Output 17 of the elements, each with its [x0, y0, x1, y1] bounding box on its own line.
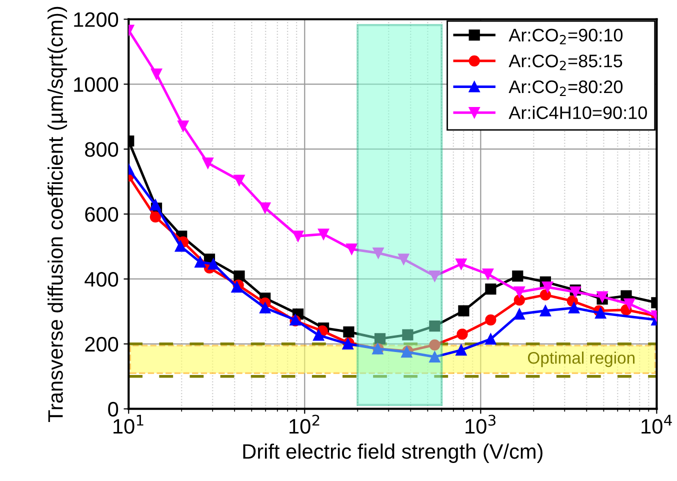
x-tick-label: 10$^{2}$: [290, 414, 320, 434]
legend-label: Ar:CO$_{2}$=80:20: [508, 80, 623, 96]
y-tick-label: 200: [85, 336, 118, 352]
y-tick-label: 600: [85, 207, 118, 222]
y-tick-label: 800: [85, 142, 118, 157]
y-tick-label: 1000: [74, 77, 118, 92]
legend-label: Ar:CO$_{2}$=90:10: [508, 28, 623, 44]
x-tick-label: 10$^{4}$: [642, 414, 672, 434]
x-axis-title: Drift electric field strength (V/cm): [243, 444, 542, 463]
y-tick-label: 0: [108, 402, 118, 417]
legend-label: Ar:CO$_{2}$=85:15: [508, 54, 622, 70]
y-axis-title: Transverse diffusion coefficient (µm/sqrt(cm)): [48, 6, 68, 422]
y-tick-label: 1200: [74, 12, 118, 27]
band-label: Optimal region: [528, 352, 634, 368]
y-tick-label: 400: [84, 272, 118, 287]
legend-label: Ar:iC4H10=90:10: [508, 106, 647, 120]
x-tick-label: 10$^{3}$: [466, 414, 496, 434]
